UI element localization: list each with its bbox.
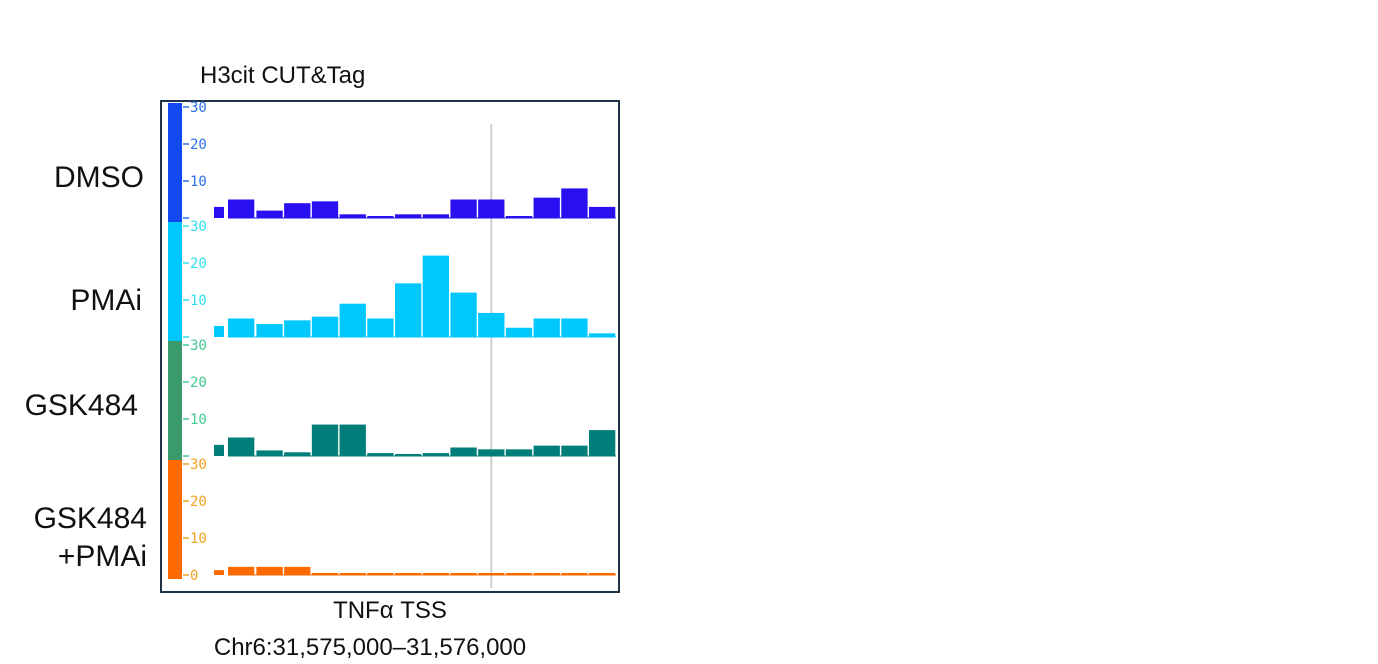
track-label-gsk484-pmai-line1: GSK484	[33, 502, 147, 535]
track-0-bar-5	[367, 216, 394, 218]
track-3-tick-label-10: 10	[190, 531, 207, 547]
track-2-bar-11	[533, 445, 560, 456]
track-1-bar-7	[422, 255, 450, 337]
track-1-bar-9	[478, 312, 505, 337]
track-2-bar-8	[450, 447, 477, 456]
track-3-tick-label-20: 20	[190, 494, 207, 510]
track-3-bar-2	[284, 566, 311, 575]
track-2-bar-7	[422, 453, 450, 456]
track-2-tick-label-20: 20	[190, 375, 207, 391]
track-2-bar-3	[311, 424, 339, 456]
track-2-bar-12	[561, 445, 588, 456]
track-0-bar-13	[588, 206, 616, 218]
track-1-bar-8	[450, 292, 477, 337]
track-label-gsk484-pmai: GSK484 +PMAi	[10, 500, 147, 576]
track-2-stub	[214, 444, 224, 456]
track-label-dmso: DMSO	[54, 161, 144, 194]
track-0-bar-11	[533, 197, 560, 218]
chart-title: H3cit CUT&Tag	[200, 62, 366, 89]
track-label-gsk484: GSK484	[24, 389, 138, 422]
track-1-bar-6	[394, 283, 422, 337]
track-1-bar-11	[533, 318, 560, 337]
track-3-bar-12	[561, 573, 588, 575]
track-1-bar-3	[311, 316, 339, 337]
track-2-tick-label-10: 10	[190, 412, 207, 428]
track-2-bar-5	[367, 453, 394, 456]
track-0-bar-10	[505, 216, 533, 218]
track-3-bar-8	[450, 573, 477, 575]
track-3-bar-13	[588, 573, 616, 575]
track-0-bar-2	[284, 203, 311, 218]
track-2-bar-2	[284, 452, 311, 456]
track-0-bar-8	[450, 199, 477, 218]
track-0-tick-label-20: 20	[190, 137, 207, 153]
track-2-bar-9	[478, 449, 505, 456]
track-3-bar-9	[478, 573, 505, 575]
track-0-bar-12	[561, 188, 588, 218]
track-3-bar-1	[256, 566, 283, 575]
track-2-bar-0	[228, 437, 255, 456]
track-1-bar-4	[339, 303, 366, 337]
track-2-bar-4	[339, 424, 366, 456]
x-axis-label: TNFα TSS	[333, 597, 447, 624]
track-1-bar-1	[256, 324, 283, 337]
plot-frame	[160, 100, 620, 593]
track-1-bar-13	[588, 333, 616, 337]
track-0-bar-6	[394, 214, 422, 218]
track-1-bar-0	[228, 318, 255, 337]
track-2-tick-label-30: 30	[190, 338, 207, 354]
track-0-stub	[214, 206, 224, 218]
track-1-bar-10	[505, 327, 533, 337]
track-3-bar-5	[367, 573, 394, 575]
track-2-bar-1	[256, 450, 283, 456]
track-3-bar-0	[228, 566, 255, 575]
track-3-tick-label-30: 30	[190, 457, 207, 473]
track-0-bar-9	[478, 199, 505, 218]
track-0-bar-7	[422, 214, 450, 218]
track-0-tick-label-30: 30	[190, 100, 207, 116]
track-label-pmai: PMAi	[70, 284, 142, 317]
track-0-bar-4	[339, 214, 366, 218]
track-0-axis-bar	[168, 103, 182, 222]
track-3-axis-bar	[168, 460, 182, 579]
track-0-bar-3	[311, 201, 339, 218]
track-0-bar-0	[228, 199, 255, 218]
track-1-tick-label-10: 10	[190, 293, 207, 309]
track-3-stub	[214, 570, 224, 575]
track-label-gsk484-pmai-line2: +PMAi	[57, 540, 147, 573]
track-3-tick-label-0: 0	[190, 568, 198, 584]
track-0-tick-label-10: 10	[190, 174, 207, 190]
track-1-bar-12	[561, 318, 588, 337]
track-1-tick-label-20: 20	[190, 256, 207, 272]
track-2-bar-10	[505, 449, 533, 456]
track-2-bar-13	[588, 430, 616, 456]
track-2-axis-bar	[168, 341, 182, 460]
track-1-bar-2	[284, 320, 311, 337]
track-3-bar-3	[311, 573, 339, 575]
track-3-bar-6	[394, 573, 422, 575]
track-1-stub	[214, 325, 224, 337]
track-1-tick-label-30: 30	[190, 219, 207, 235]
track-3-bar-4	[339, 573, 366, 575]
track-3-bar-7	[422, 573, 450, 575]
track-2-bar-6	[394, 454, 422, 456]
genomic-region-label: Chr6:31,575,000–31,576,000	[213, 634, 527, 661]
track-1-bar-5	[367, 318, 394, 337]
track-3-bar-11	[533, 573, 560, 575]
track-0-bar-1	[256, 210, 283, 218]
track-3-bar-10	[505, 573, 533, 575]
track-1-axis-bar	[168, 222, 182, 341]
